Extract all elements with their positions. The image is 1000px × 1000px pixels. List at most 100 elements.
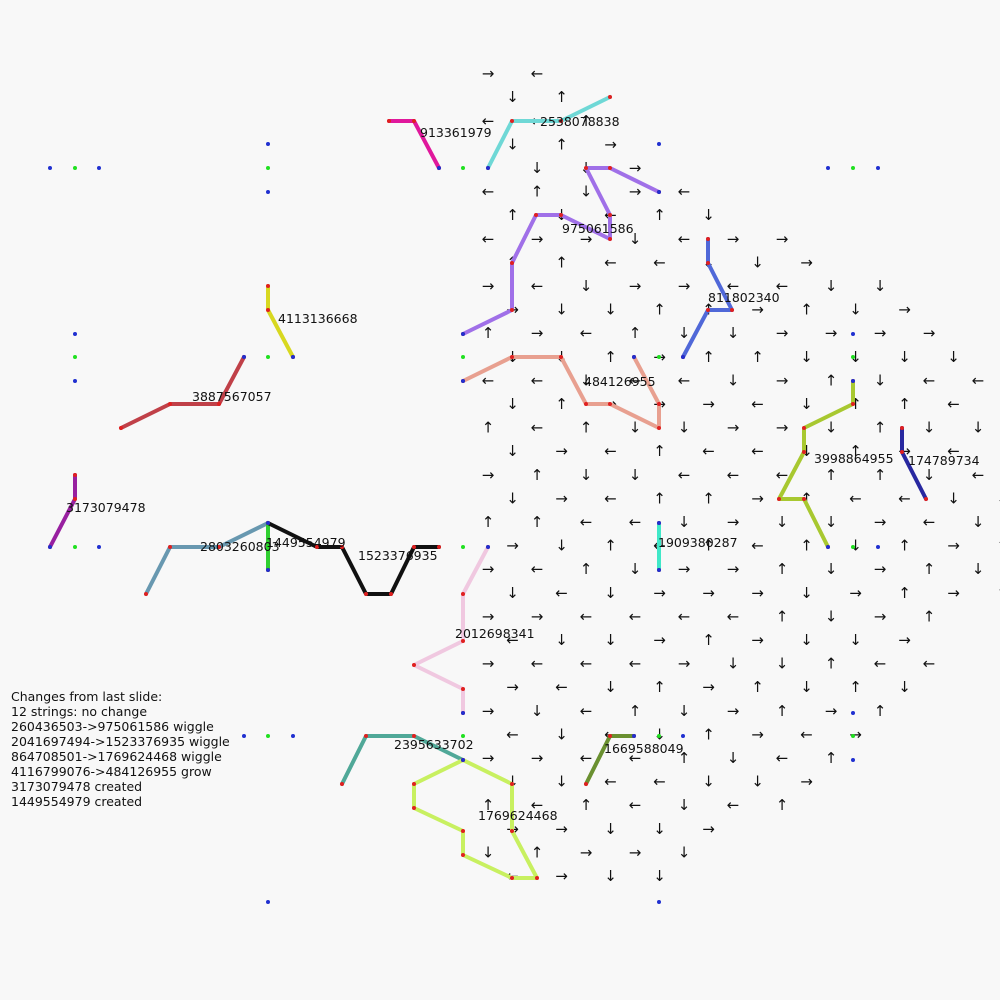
lattice-arrow: ↓ bbox=[555, 725, 568, 743]
lattice-arrow: ↓ bbox=[727, 371, 740, 389]
lattice-arrow: ← bbox=[678, 607, 691, 625]
string-vertex bbox=[706, 308, 710, 312]
string-label: 913361979 bbox=[420, 125, 492, 140]
lattice-arrow: → bbox=[727, 702, 740, 720]
string-vertex bbox=[510, 119, 514, 123]
string-vertex bbox=[168, 545, 172, 549]
string-vertex bbox=[608, 402, 612, 406]
string-vertex bbox=[510, 782, 514, 786]
lattice-arrow: → bbox=[580, 843, 593, 861]
lattice-arrow: ↓ bbox=[629, 419, 642, 437]
lattice-arrow: ↑ bbox=[751, 678, 764, 696]
lattice-arrow: ↓ bbox=[531, 702, 544, 720]
green-marker bbox=[461, 545, 465, 549]
lattice-arrow: ← bbox=[776, 466, 789, 484]
lattice-arrow: ↓ bbox=[629, 230, 642, 248]
string-label: 2538078838 bbox=[540, 114, 620, 129]
lattice-arrow: ↑ bbox=[923, 607, 936, 625]
string-vertex bbox=[510, 355, 514, 359]
blue-marker bbox=[851, 758, 855, 762]
lattice-arrow: ↑ bbox=[555, 135, 568, 153]
lattice-arrow: → bbox=[678, 655, 691, 673]
lattice-arrow: → bbox=[629, 159, 642, 177]
lattice-arrow: → bbox=[531, 324, 544, 342]
string-vertex bbox=[266, 284, 270, 288]
lattice-arrow: ↓ bbox=[555, 301, 568, 319]
lattice-arrow: ↓ bbox=[580, 371, 593, 389]
lattice-arrow: ← bbox=[898, 489, 911, 507]
lattice-arrow: ↓ bbox=[972, 419, 985, 437]
lattice-arrow: → bbox=[874, 324, 887, 342]
string-vertex bbox=[584, 402, 588, 406]
lattice-arrow: → bbox=[604, 135, 617, 153]
lattice-arrow: ↑ bbox=[604, 537, 617, 555]
blue-marker bbox=[826, 545, 830, 549]
string-label: 1449554979 bbox=[266, 535, 346, 550]
blue-marker bbox=[632, 734, 636, 738]
lattice-arrow: → bbox=[776, 324, 789, 342]
green-marker bbox=[461, 166, 465, 170]
lattice-arrow: ↑ bbox=[874, 466, 887, 484]
lattice-arrow: ↓ bbox=[947, 489, 960, 507]
blue-marker bbox=[657, 900, 661, 904]
string-vertex bbox=[851, 402, 855, 406]
lattice-arrow: ↓ bbox=[849, 301, 862, 319]
lattice-arrow: ← bbox=[580, 655, 593, 673]
green-marker bbox=[461, 734, 465, 738]
lattice-arrow: ← bbox=[604, 253, 617, 271]
lattice-arrow: ↓ bbox=[580, 277, 593, 295]
lattice-arrow: ↓ bbox=[751, 773, 764, 791]
lattice-arrow: ↑ bbox=[874, 702, 887, 720]
string-vertex bbox=[510, 261, 514, 265]
lattice-arrow: ← bbox=[531, 655, 544, 673]
string-vertex bbox=[900, 426, 904, 430]
lattice-arrow: ← bbox=[531, 371, 544, 389]
string-vertex bbox=[168, 402, 172, 406]
lattice-arrow: → bbox=[776, 230, 789, 248]
lattice-arrow: ← bbox=[947, 442, 960, 460]
string-vertex bbox=[73, 497, 77, 501]
lattice-arrow: ↑ bbox=[531, 513, 544, 531]
lattice-arrow: ↑ bbox=[653, 678, 666, 696]
lattice-arrow: → bbox=[874, 513, 887, 531]
string-path bbox=[461, 355, 661, 430]
lattice-arrow: → bbox=[923, 324, 936, 342]
green-marker bbox=[266, 734, 270, 738]
string-path bbox=[144, 521, 270, 596]
string-vertex bbox=[706, 261, 710, 265]
string-vertex bbox=[608, 166, 612, 170]
lattice-arrow: ↓ bbox=[506, 442, 519, 460]
lattice-arrow: ← bbox=[923, 513, 936, 531]
blue-marker bbox=[876, 166, 880, 170]
string-vertex bbox=[608, 237, 612, 241]
string-label: 3998864955 bbox=[814, 451, 894, 466]
lattice-arrow: ↓ bbox=[874, 371, 887, 389]
string-vertex bbox=[217, 402, 221, 406]
lattice-arrow: ↑ bbox=[702, 725, 715, 743]
lattice-arrow: ↑ bbox=[678, 749, 691, 767]
string-vertex bbox=[412, 806, 416, 810]
lattice-arrow: ← bbox=[947, 395, 960, 413]
lattice-arrow: ↓ bbox=[972, 560, 985, 578]
change-line: 1449554979 created bbox=[11, 794, 143, 809]
blue-marker bbox=[461, 332, 465, 336]
blue-marker bbox=[73, 332, 77, 336]
lattice-arrow: ↑ bbox=[531, 466, 544, 484]
string-vertex bbox=[412, 119, 416, 123]
lattice-arrow: ← bbox=[800, 725, 813, 743]
lattice-arrow: → bbox=[580, 230, 593, 248]
lattice-arrow: ↓ bbox=[604, 678, 617, 696]
string-label: 2012698341 bbox=[455, 626, 535, 641]
lattice-arrow: ↓ bbox=[849, 631, 862, 649]
string-vertex bbox=[535, 876, 539, 880]
lattice-arrow: ↑ bbox=[653, 442, 666, 460]
blue-marker bbox=[851, 332, 855, 336]
lattice-arrow: ← bbox=[531, 65, 544, 83]
string-vertex bbox=[608, 213, 612, 217]
string-vertex bbox=[461, 639, 465, 643]
lattice-arrow: → bbox=[629, 183, 642, 201]
lattice-arrow: ← bbox=[727, 277, 740, 295]
lattice-arrow: ← bbox=[776, 277, 789, 295]
lattice-arrow: ↓ bbox=[678, 419, 691, 437]
lattice-arrow: ↓ bbox=[580, 183, 593, 201]
